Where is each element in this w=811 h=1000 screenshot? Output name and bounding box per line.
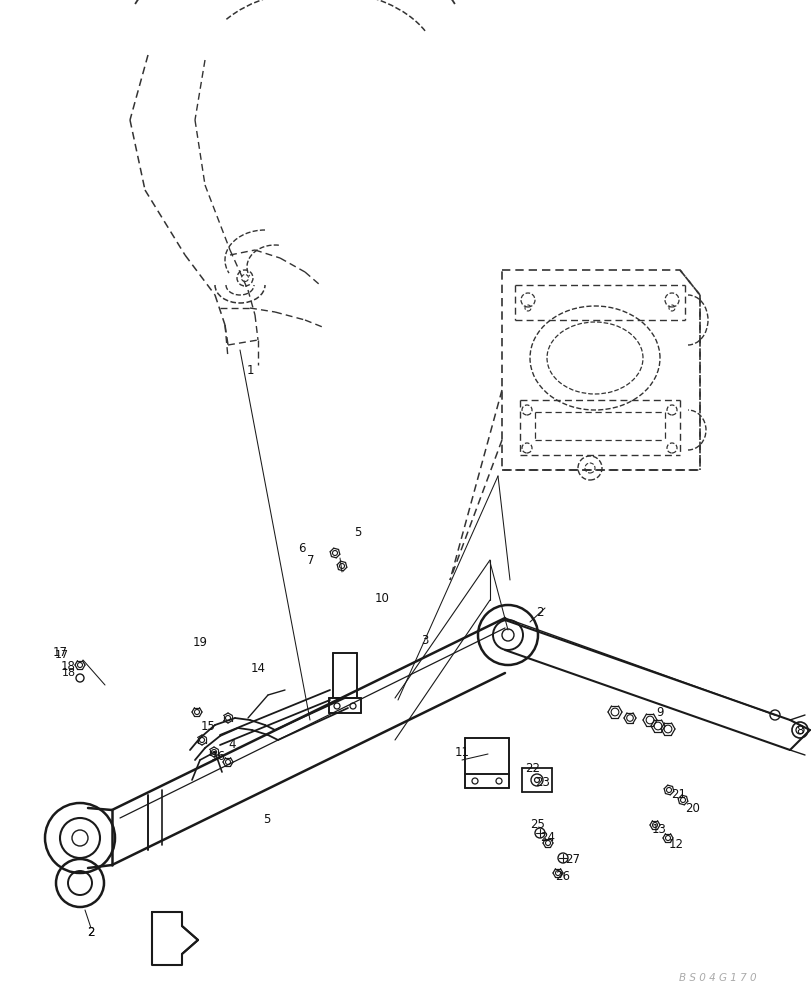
Text: 23: 23 xyxy=(535,776,550,788)
Text: 11: 11 xyxy=(454,745,469,758)
Text: 1: 1 xyxy=(246,363,253,376)
Text: 17: 17 xyxy=(55,650,69,660)
Text: 27: 27 xyxy=(564,853,580,866)
Text: 13: 13 xyxy=(650,823,666,836)
Text: 2: 2 xyxy=(87,926,95,939)
Text: 21: 21 xyxy=(671,788,685,801)
Text: 12: 12 xyxy=(667,838,683,851)
Text: 18: 18 xyxy=(62,668,76,678)
Text: 2: 2 xyxy=(535,605,543,618)
Text: 24: 24 xyxy=(540,831,555,844)
Text: 22: 22 xyxy=(525,762,540,774)
Text: 5: 5 xyxy=(263,813,270,826)
Text: 9: 9 xyxy=(655,706,663,718)
Text: 17: 17 xyxy=(53,646,67,658)
Text: 25: 25 xyxy=(530,818,545,831)
Text: 10: 10 xyxy=(374,591,389,604)
Text: 3: 3 xyxy=(421,634,428,646)
Text: 5: 5 xyxy=(354,526,361,540)
Text: 6: 6 xyxy=(298,542,306,554)
Text: 8: 8 xyxy=(796,723,803,736)
Text: 26: 26 xyxy=(555,870,570,884)
Text: 16: 16 xyxy=(210,750,225,762)
Text: 7: 7 xyxy=(307,554,315,568)
Text: B S 0 4 G 1 7 0: B S 0 4 G 1 7 0 xyxy=(678,973,756,983)
Text: 4: 4 xyxy=(228,738,235,752)
Text: 14: 14 xyxy=(250,662,265,674)
Text: 20: 20 xyxy=(684,801,700,814)
Text: 2: 2 xyxy=(87,926,95,939)
Text: 18: 18 xyxy=(61,660,75,672)
Text: 19: 19 xyxy=(192,636,208,648)
Text: 15: 15 xyxy=(200,720,215,733)
